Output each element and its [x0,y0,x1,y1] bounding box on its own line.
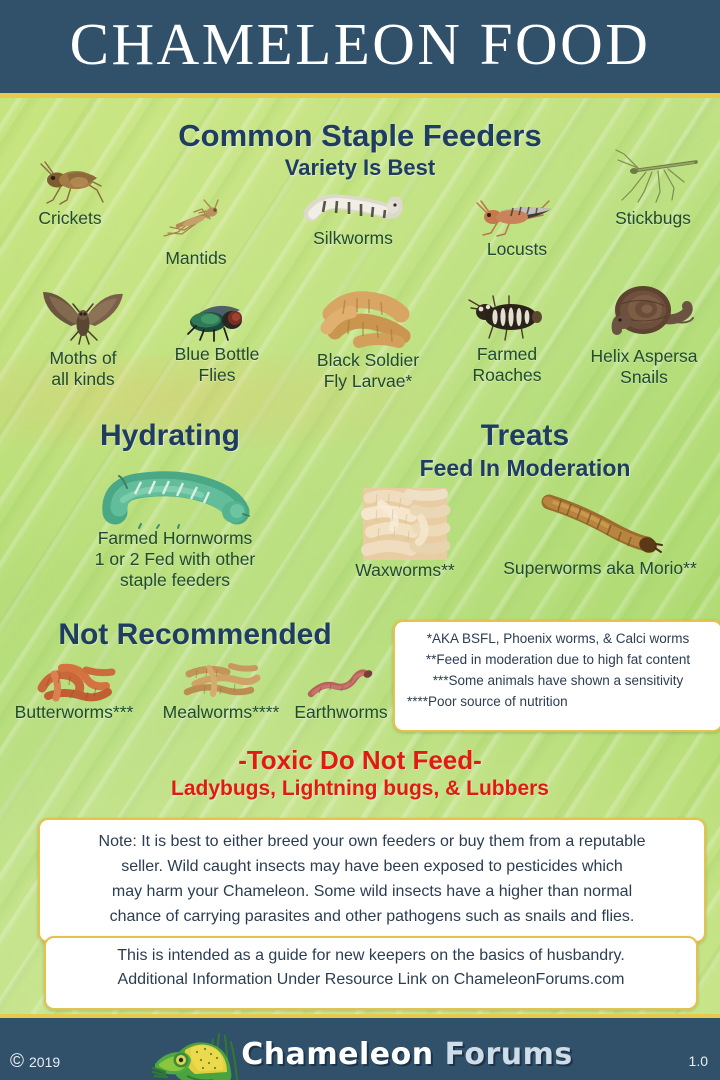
note-line: Note: It is best to either breed your ow… [98,833,646,850]
not-recommended-heading: Not Recommended [58,618,332,651]
header-bar: CHAMELEON FOOD [0,0,720,93]
feeder-label: Helix Aspersa Snails [590,346,698,387]
feeder-item-crickets: Crickets [10,160,130,229]
version-label: 1.0 [688,1053,708,1069]
guide-panel: This is intended as a guide for new keep… [44,936,698,1010]
superworm-icon [535,494,665,558]
chameleon-logo-icon [147,1030,243,1080]
brand-name: Chameleon Forums [241,1037,572,1072]
fly-icon [174,298,260,344]
footer-bar: © 2019 [0,1018,720,1080]
treat-label: Waxworms** [355,560,455,580]
copyright: © 2019 [10,1052,60,1071]
not-recommended-item-earthworms: Earthworms [286,662,396,723]
note-line: chance of carrying parasites and other p… [109,908,635,925]
moth-icon [35,286,131,348]
feeder-item-mantids: Mantids [136,199,256,269]
toxic-subtitle: Ladybugs, Lightning bugs, & Lubbers [171,777,549,800]
feeder-label: Farmed Roaches [472,344,542,385]
earthworm-icon [305,662,377,702]
roach-icon [461,292,553,344]
feeder-item-locusts: Locusts [452,195,582,260]
snail-icon [589,284,699,346]
feeder-label: Locusts [486,239,548,259]
header-divider [0,93,720,98]
copyright-icon: © [10,1051,24,1072]
treat-item-superworms: Superworms aka Morio** [480,494,720,579]
hornworm-icon [97,470,253,529]
toxic-title: -Toxic Do Not Feed- [238,745,482,775]
brand-logo[interactable]: Chameleon Forums [0,1024,720,1080]
not-recommended-label: Butterworms*** [14,702,134,722]
brand-word-forums: Forums [444,1036,573,1072]
cricket-icon [27,160,113,208]
note-line: may harm your Chameleon. Some wild insec… [111,883,633,900]
staple-subheading: Variety Is Best [284,155,436,180]
feeder-item-blue-bottle-flies: Blue Bottle Flies [154,298,280,386]
feeder-label: Moths of all kinds [49,348,117,389]
hydrating-item-hornworms: Farmed Hornworms 1 or 2 Fed with other s… [60,470,290,591]
hydrating-label: Farmed Hornworms 1 or 2 Fed with other s… [94,528,256,590]
leaf-warm-highlight [0,355,720,445]
feeder-label: Stickbugs [615,208,691,228]
silkworm-icon [301,190,405,228]
not-recommended-label: Earthworms [294,702,388,722]
staple-heading: Common Staple Feeders [178,118,542,153]
feeder-label: Crickets [38,208,102,228]
stickbug-icon [598,148,708,208]
footnote-line: **Feed in moderation due to high fat con… [425,652,691,667]
bsf-larvae-icon [315,284,421,350]
footnote-line: ***Some animals have shown a sensitivity [432,673,684,688]
feeder-item-snails: Helix Aspersa Snails [576,284,712,388]
note-line: seller. Wild caught insects may have bee… [121,858,623,875]
footnote-line: ****Poor source of nutrition [407,694,568,709]
page-title: CHAMELEON FOOD [69,11,651,77]
not-recommended-item-butterworms: Butterworms*** [4,660,144,723]
feeder-label: Silkworms [313,228,393,248]
not-recommended-label: Mealworms**** [162,702,280,722]
note-panel: Note: It is best to either breed your ow… [38,818,706,943]
feeder-label: Black Soldier Fly Larvae* [316,350,420,391]
brand-word-chameleon: Chameleon [241,1036,434,1072]
feeder-item-bsf-larvae: Black Soldier Fly Larvae* [300,284,436,392]
feeder-item-roaches: Farmed Roaches [444,292,570,386]
treat-item-waxworms: Waxworms** [335,488,475,581]
guide-line: Additional Information Under Resource Li… [117,971,625,988]
mantis-icon [154,199,238,248]
locust-icon [467,195,567,239]
mealworm-icon [173,660,269,702]
copyright-year: 2019 [29,1053,61,1070]
footnotes-panel: *AKA BSFL, Phoenix worms, & Calci worms … [393,620,720,732]
footer-divider [0,1014,720,1018]
butterworm-icon [28,660,120,702]
feeder-item-stickbugs: Stickbugs [588,148,718,229]
treats-heading: Treats [480,419,570,452]
not-recommended-item-mealworms: Mealworms**** [146,660,296,723]
treats-subheading: Feed In Moderation [419,455,631,481]
treat-label: Superworms aka Morio** [503,558,697,578]
waxworm-icon [361,488,451,560]
feeder-label: Mantids [165,248,227,268]
feeder-item-silkworms: Silkworms [288,190,418,249]
feeder-item-moths: Moths of all kinds [20,286,146,390]
feeder-label: Blue Bottle Flies [174,344,260,385]
hydrating-heading: Hydrating [99,419,240,452]
guide-line: This is intended as a guide for new keep… [117,947,625,964]
footnote-line: *AKA BSFL, Phoenix worms, & Calci worms [426,631,690,646]
